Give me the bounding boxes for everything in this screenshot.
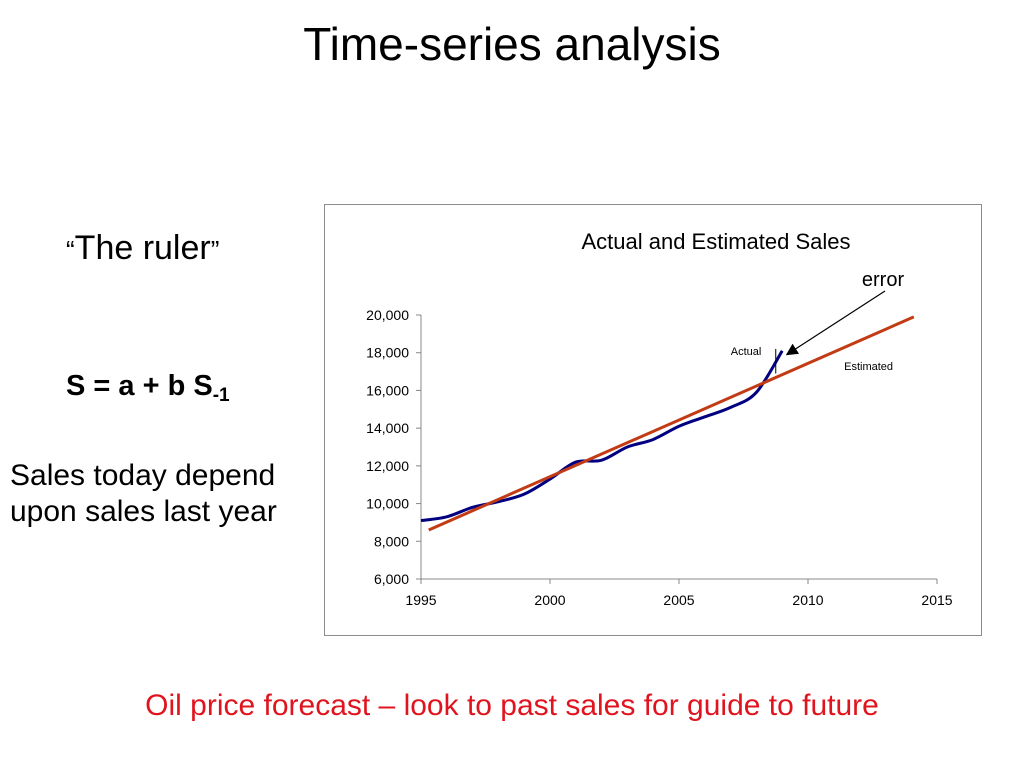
x-tick-label: 2000 bbox=[534, 592, 565, 608]
chart-container: Actual and Estimated Sales 6,000 8,000 10,… bbox=[324, 204, 982, 636]
y-tick-label: 20,000 bbox=[366, 307, 409, 323]
ruler-text: The ruler bbox=[74, 229, 211, 267]
formula: S = a + b S-1 bbox=[66, 366, 230, 410]
open-quote: “ bbox=[66, 235, 75, 265]
chart-axes bbox=[420, 315, 937, 580]
sales-chart: Actual and Estimated Sales 6,000 8,000 10,… bbox=[366, 229, 953, 608]
series-label-estimated: Estimated bbox=[844, 361, 893, 373]
ruler-heading: “The ruler” bbox=[66, 224, 219, 272]
formula-main: S = a + b S bbox=[66, 370, 213, 402]
chart-annotation: error bbox=[775, 269, 905, 374]
chart-series bbox=[420, 315, 915, 532]
description: Sales today depend upon sales last year bbox=[10, 459, 277, 528]
footer-text: Oil price forecast – look to past sales … bbox=[145, 689, 879, 722]
y-tick-label: 14,000 bbox=[366, 420, 409, 436]
y-tick-label: 6,000 bbox=[374, 571, 409, 587]
y-tick-label: 12,000 bbox=[366, 458, 409, 474]
y-tick-label: 8,000 bbox=[374, 533, 409, 549]
chart-title: Actual and Estimated Sales bbox=[581, 229, 850, 254]
y-tick-label: 10,000 bbox=[366, 496, 409, 512]
close-quote: ” bbox=[210, 235, 220, 265]
series-line-estimated bbox=[428, 315, 915, 532]
chart-ticks: 6,000 8,000 10,000 12,000 14,000 16,000 18,000… bbox=[366, 307, 953, 608]
series-line-actual bbox=[420, 350, 784, 523]
x-tick-label: 2010 bbox=[792, 592, 823, 608]
slide-title: Time-series analysis bbox=[303, 18, 721, 70]
x-tick-label: 1995 bbox=[405, 592, 436, 608]
y-tick-label: 18,000 bbox=[366, 345, 409, 361]
y-tick-label: 16,000 bbox=[366, 382, 409, 398]
series-label-actual: Actual bbox=[731, 346, 762, 358]
error-label: error bbox=[862, 269, 905, 291]
x-tick-label: 2005 bbox=[663, 592, 694, 608]
x-tick-label: 2015 bbox=[921, 592, 952, 608]
error-arrow bbox=[785, 290, 886, 356]
chart-series-labels: Actual Estimated bbox=[731, 346, 893, 373]
formula-subscript: -1 bbox=[212, 385, 230, 406]
